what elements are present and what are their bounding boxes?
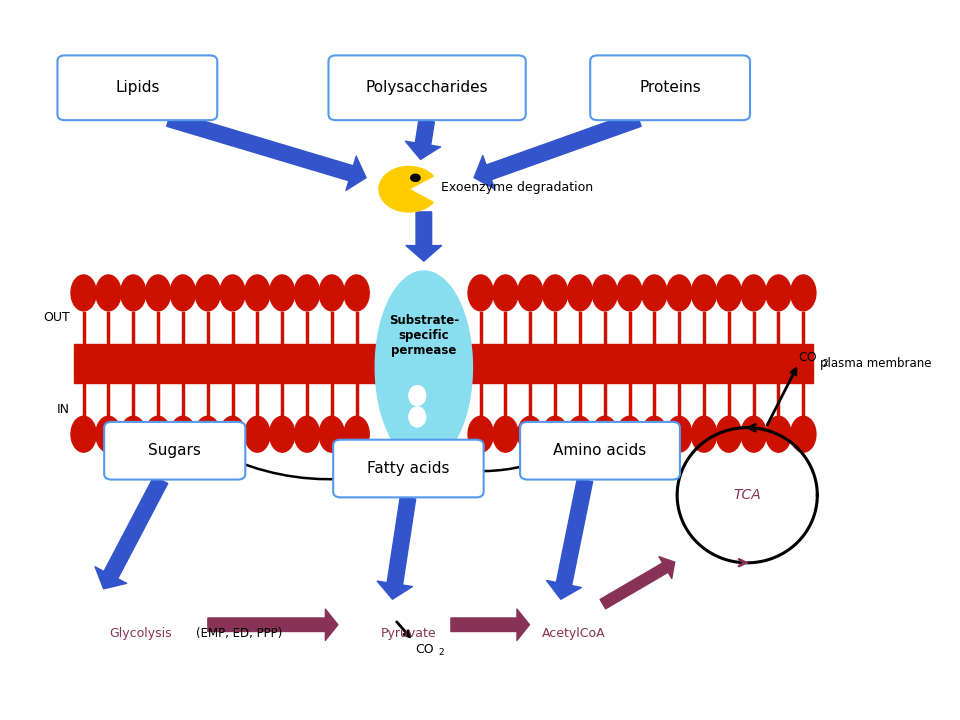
Ellipse shape bbox=[592, 275, 617, 311]
FancyBboxPatch shape bbox=[590, 55, 750, 120]
Text: Proteins: Proteins bbox=[639, 81, 701, 95]
Ellipse shape bbox=[195, 275, 220, 311]
Ellipse shape bbox=[409, 407, 425, 427]
Text: (EMP, ED, PPP): (EMP, ED, PPP) bbox=[196, 627, 282, 640]
Text: Sugars: Sugars bbox=[148, 444, 202, 458]
Ellipse shape bbox=[716, 275, 741, 311]
Ellipse shape bbox=[766, 416, 791, 452]
Ellipse shape bbox=[791, 275, 816, 311]
Text: Substrate-
specific
permease: Substrate- specific permease bbox=[389, 314, 459, 356]
Ellipse shape bbox=[492, 416, 518, 452]
Ellipse shape bbox=[319, 275, 345, 311]
Text: 2: 2 bbox=[439, 647, 444, 657]
Text: Fatty acids: Fatty acids bbox=[367, 461, 449, 476]
Ellipse shape bbox=[666, 275, 692, 311]
FancyBboxPatch shape bbox=[328, 55, 526, 120]
FancyBboxPatch shape bbox=[105, 422, 246, 480]
Ellipse shape bbox=[791, 416, 816, 452]
Ellipse shape bbox=[96, 275, 121, 311]
Circle shape bbox=[411, 174, 420, 181]
Ellipse shape bbox=[195, 416, 220, 452]
Ellipse shape bbox=[121, 275, 146, 311]
Ellipse shape bbox=[617, 275, 642, 311]
Text: plasma membrane: plasma membrane bbox=[820, 357, 931, 370]
Ellipse shape bbox=[492, 275, 518, 311]
Ellipse shape bbox=[170, 275, 196, 311]
Ellipse shape bbox=[96, 416, 121, 452]
Ellipse shape bbox=[170, 416, 196, 452]
Ellipse shape bbox=[270, 275, 295, 311]
Text: CO: CO bbox=[416, 642, 434, 655]
Ellipse shape bbox=[344, 275, 370, 311]
Text: Lipids: Lipids bbox=[115, 81, 159, 95]
Ellipse shape bbox=[220, 416, 245, 452]
Ellipse shape bbox=[691, 416, 717, 452]
FancyBboxPatch shape bbox=[520, 422, 680, 480]
FancyBboxPatch shape bbox=[333, 440, 484, 498]
Ellipse shape bbox=[375, 271, 472, 463]
Ellipse shape bbox=[642, 275, 667, 311]
Text: OUT: OUT bbox=[43, 311, 69, 324]
Ellipse shape bbox=[71, 416, 96, 452]
Text: 2: 2 bbox=[822, 359, 828, 368]
Ellipse shape bbox=[409, 386, 425, 405]
Ellipse shape bbox=[542, 275, 567, 311]
Text: TCA: TCA bbox=[733, 488, 761, 503]
Ellipse shape bbox=[245, 275, 270, 311]
Ellipse shape bbox=[517, 416, 543, 452]
Ellipse shape bbox=[146, 275, 171, 311]
Ellipse shape bbox=[741, 416, 766, 452]
FancyBboxPatch shape bbox=[58, 55, 217, 120]
Ellipse shape bbox=[468, 275, 493, 311]
Ellipse shape bbox=[642, 416, 667, 452]
Ellipse shape bbox=[295, 416, 320, 452]
Ellipse shape bbox=[295, 275, 320, 311]
Ellipse shape bbox=[319, 416, 345, 452]
Ellipse shape bbox=[691, 275, 717, 311]
Ellipse shape bbox=[146, 416, 171, 452]
Text: CO: CO bbox=[799, 351, 817, 364]
Text: Polysaccharides: Polysaccharides bbox=[366, 81, 489, 95]
Ellipse shape bbox=[121, 416, 146, 452]
Text: Exoenzyme degradation: Exoenzyme degradation bbox=[441, 181, 592, 194]
Ellipse shape bbox=[71, 275, 96, 311]
Ellipse shape bbox=[344, 416, 370, 452]
Ellipse shape bbox=[766, 275, 791, 311]
Ellipse shape bbox=[517, 275, 543, 311]
Text: Pyruvate: Pyruvate bbox=[381, 627, 437, 640]
Wedge shape bbox=[379, 166, 433, 212]
Text: IN: IN bbox=[57, 403, 69, 416]
Text: AcetylCoA: AcetylCoA bbox=[541, 627, 605, 640]
Text: Amino acids: Amino acids bbox=[553, 444, 647, 458]
Text: Glycolysis: Glycolysis bbox=[108, 627, 172, 640]
Ellipse shape bbox=[270, 416, 295, 452]
Ellipse shape bbox=[617, 416, 642, 452]
Ellipse shape bbox=[542, 416, 567, 452]
Ellipse shape bbox=[245, 416, 270, 452]
Ellipse shape bbox=[567, 275, 592, 311]
Ellipse shape bbox=[567, 416, 592, 452]
Ellipse shape bbox=[468, 416, 493, 452]
Ellipse shape bbox=[741, 275, 766, 311]
Ellipse shape bbox=[220, 275, 245, 311]
Ellipse shape bbox=[666, 416, 692, 452]
Ellipse shape bbox=[592, 416, 617, 452]
Ellipse shape bbox=[716, 416, 741, 452]
Bar bbox=[74, 343, 813, 384]
